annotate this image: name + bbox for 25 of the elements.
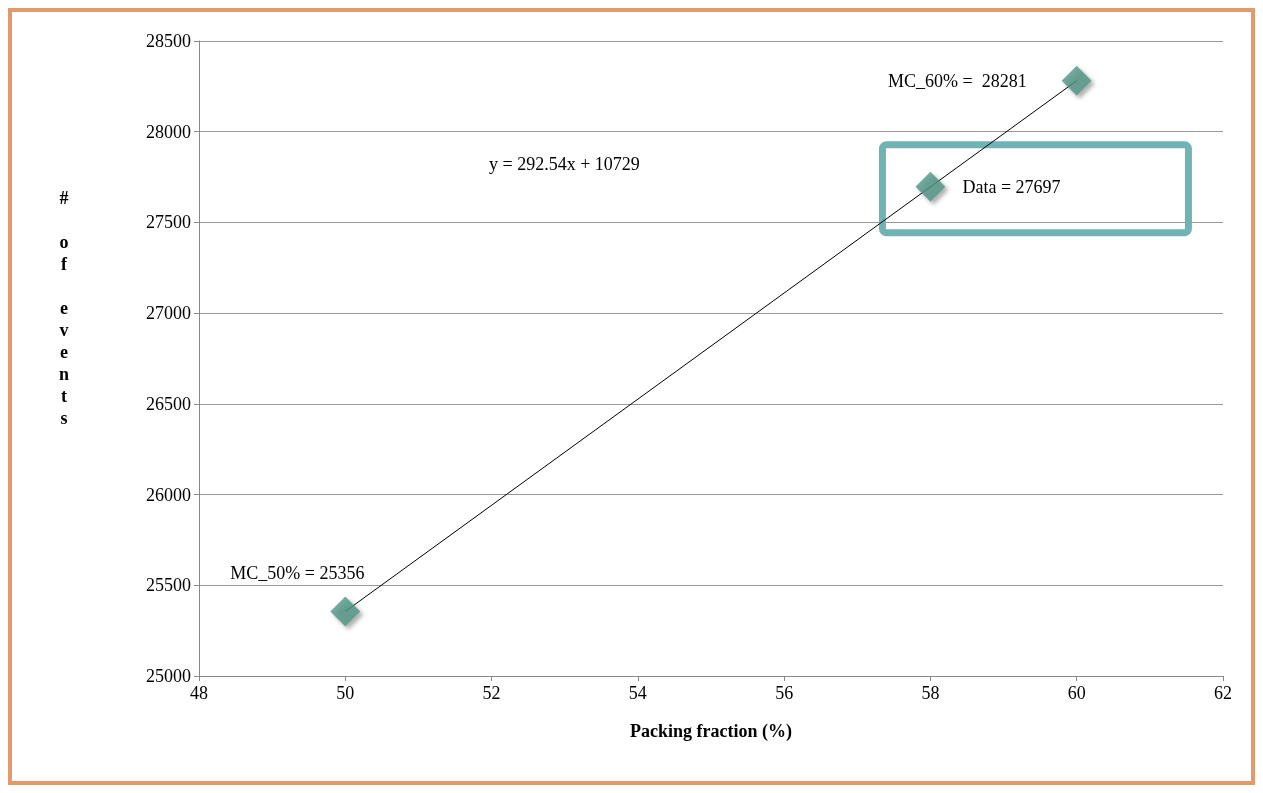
x-tick-label: 58 — [921, 683, 940, 703]
page-border: MC_60% = 28281 y = 292.54x + 10729 Data = 27697 # of events MC_50% = 25356 Packing fraction (%) 25000 25500 26000 26500 27000 27500 28000 28500 48 50 52 54 56 58 60 62 — [8, 8, 1255, 785]
annotation: y = 292.54x + 10729 — [489, 154, 640, 174]
point — [915, 171, 946, 202]
x-tick-label: 52 — [482, 683, 501, 703]
y-tick-label: 26000 — [146, 484, 191, 505]
y-tick-label: 26500 — [146, 393, 191, 414]
x-tick-label: 50 — [336, 683, 355, 703]
point — [1061, 65, 1092, 96]
x-tick-label: 48 — [190, 683, 208, 703]
x-axis-title: Packing fraction (%) — [630, 721, 792, 742]
x-tick-label: 54 — [628, 683, 647, 703]
x-tick-label: 62 — [1214, 683, 1232, 703]
y-tick-label: 25500 — [146, 575, 191, 596]
y-tick-label: 28000 — [146, 121, 191, 142]
annotation: MC_50% = 25356 — [230, 563, 365, 584]
annotation: Data = 27697 — [962, 176, 1061, 197]
point — [330, 596, 361, 627]
x-tick-label: 60 — [1067, 683, 1086, 703]
y-tick-label: 27000 — [146, 303, 191, 324]
x-tick-label: 56 — [775, 683, 794, 703]
y-tick-label: 27500 — [146, 212, 191, 233]
y-tick-label: 28500 — [146, 31, 191, 51]
y-tick-label: 25000 — [146, 666, 191, 686]
annotation: MC_60% = 28281 — [888, 70, 1027, 91]
